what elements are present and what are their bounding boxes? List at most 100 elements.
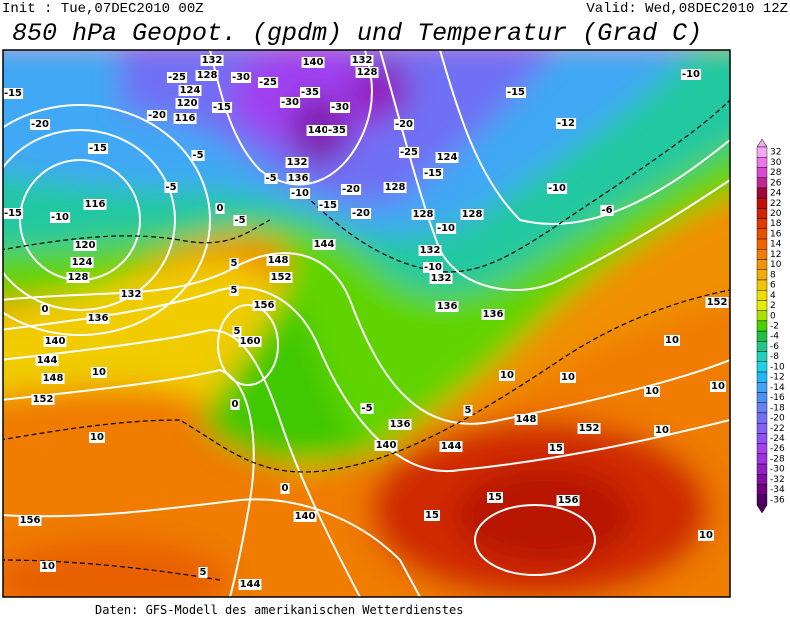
colorbar-tick-label: 16 xyxy=(770,229,782,239)
label-box xyxy=(705,297,729,308)
colorbar-swatch xyxy=(756,187,768,199)
geopotential-label: 136 xyxy=(88,313,109,324)
colorbar-tick-label: -12 xyxy=(770,373,785,383)
label-box xyxy=(577,423,601,434)
colorbar-swatch xyxy=(756,279,768,291)
temperature-label: -10 xyxy=(437,223,455,234)
geopotential-label: 144 xyxy=(441,441,462,452)
temperature-label: -15 xyxy=(213,102,231,113)
label-box xyxy=(230,399,240,410)
geopotential-label: 124 xyxy=(437,152,458,163)
colorbar-swatch xyxy=(756,453,768,465)
label-box xyxy=(41,373,65,384)
temperature-label: -35 xyxy=(301,87,319,98)
colorbar-swatch xyxy=(756,146,768,158)
label-box xyxy=(3,88,24,99)
temperature-label: -20 xyxy=(352,208,370,219)
label-box xyxy=(422,262,444,273)
temperature-label: 10 xyxy=(92,367,106,378)
geopotential-label: 136 xyxy=(483,309,504,320)
label-box xyxy=(211,102,233,113)
colorbar-tick-label: -10 xyxy=(770,362,785,372)
geopotential-label: 140 xyxy=(376,440,397,451)
label-box xyxy=(3,208,24,219)
label-box xyxy=(411,209,435,220)
colorbar-tick-label: 2 xyxy=(770,301,776,311)
temperature-label: -5 xyxy=(361,403,372,414)
geopotential-label: 136 xyxy=(437,301,458,312)
colorbar-tick-label: -2 xyxy=(770,322,779,332)
label-box xyxy=(710,381,726,392)
label-box xyxy=(555,118,577,129)
colorbar-tick-label: 20 xyxy=(770,209,782,219)
geopotential-contours xyxy=(3,50,730,597)
colorbar-tick-label: -14 xyxy=(770,383,785,393)
label-box xyxy=(435,301,459,312)
colorbar-tick-label: 14 xyxy=(770,240,782,250)
label-box xyxy=(293,511,317,522)
label-box xyxy=(66,272,90,283)
geopotential-label: 116 xyxy=(85,199,106,210)
geopotential-label: 156 xyxy=(254,300,275,311)
temperature-label: -10 xyxy=(424,262,442,273)
colorbar-tick-label: 6 xyxy=(770,281,776,291)
temperature-label: -5 xyxy=(265,173,276,184)
colorbar-tick-label: 24 xyxy=(770,189,782,199)
colorbar-swatch xyxy=(756,474,768,485)
temperature-label: 10 xyxy=(500,370,514,381)
colorbar-tick-label: -4 xyxy=(770,332,779,342)
geopotential-label: 140 xyxy=(45,336,66,347)
colorbar-swatch xyxy=(756,238,768,250)
label-box xyxy=(89,432,105,443)
label-box xyxy=(424,510,440,521)
label-box xyxy=(87,143,109,154)
init-time: Init : Tue,07DEC2010 00Z xyxy=(2,1,204,17)
label-box xyxy=(398,147,420,158)
map-frame xyxy=(2,49,731,598)
temperature-label: 5 xyxy=(200,567,207,578)
colorbar-swatch xyxy=(756,463,768,475)
label-box xyxy=(350,208,372,219)
label-box xyxy=(383,182,407,193)
temperature-label: 10 xyxy=(655,425,669,436)
geopotential-label: 120 xyxy=(177,98,198,109)
geopotential-label: 160 xyxy=(240,336,261,347)
temperature-label: 10 xyxy=(90,432,104,443)
geopotential-label: 148 xyxy=(43,373,64,384)
label-box xyxy=(29,119,51,130)
label-box xyxy=(644,386,660,397)
colorbar-tick-label: -28 xyxy=(770,454,785,464)
geopotential-label: 144 xyxy=(240,579,261,590)
colorbar-top-arrow xyxy=(756,138,768,148)
label-box xyxy=(360,403,374,414)
colorbar-tick-label: -32 xyxy=(770,475,785,485)
label-box xyxy=(31,394,55,405)
label-box xyxy=(215,203,225,214)
label-box xyxy=(546,183,568,194)
temperature-label: -5 xyxy=(192,150,203,161)
temperature-label: 10 xyxy=(665,335,679,346)
label-box xyxy=(698,530,714,541)
label-box xyxy=(299,87,321,98)
label-box xyxy=(49,212,71,223)
colorbar-swatch xyxy=(756,157,768,168)
label-box xyxy=(257,77,279,88)
label-box xyxy=(83,199,107,210)
label-box xyxy=(435,223,457,234)
colorbar-tick-label: -34 xyxy=(770,485,785,495)
colorbar-tick-label: -20 xyxy=(770,414,785,424)
label-box xyxy=(43,336,67,347)
label-box xyxy=(463,405,473,416)
label-box xyxy=(279,97,301,108)
label-box xyxy=(374,440,398,451)
label-box xyxy=(654,425,670,436)
label-box xyxy=(166,72,188,83)
temperature-label: -5 xyxy=(165,182,176,193)
temperature-label: 10 xyxy=(711,381,725,392)
colorbar-tick-label: -26 xyxy=(770,444,785,454)
colorbar-tick-label: 0 xyxy=(770,311,776,321)
temperature-label: -10 xyxy=(51,212,69,223)
colorbar-swatch xyxy=(756,167,768,178)
temperature-label: 10 xyxy=(699,530,713,541)
